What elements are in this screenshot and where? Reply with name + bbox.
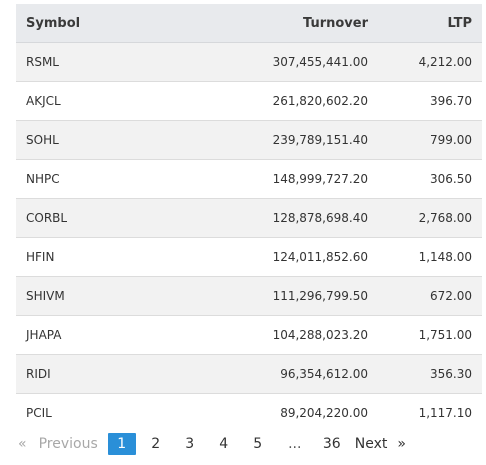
- table-row: CORBL 128,878,698.40 2,768.00: [16, 198, 482, 238]
- cell-turnover: 96,354,612.00: [156, 354, 378, 394]
- cell-symbol[interactable]: HFIN: [16, 237, 156, 277]
- double-chevron-left-icon: «: [18, 436, 27, 452]
- pagination-ellipsis: ...: [288, 436, 302, 452]
- table-row: RSML 307,455,441.00 4,212.00: [16, 42, 482, 82]
- page-button-3[interactable]: 3: [185, 436, 195, 452]
- table-row: HFIN 124,011,852.60 1,148.00: [16, 237, 482, 277]
- cell-ltp: 356.30: [378, 354, 482, 394]
- cell-symbol[interactable]: NHPC: [16, 159, 156, 199]
- page-button-1[interactable]: 1: [107, 433, 136, 455]
- cell-ltp: 1,117.10: [378, 393, 482, 432]
- next-label: Next: [354, 436, 388, 452]
- cell-symbol[interactable]: AKJCL: [16, 81, 156, 121]
- column-header-symbol[interactable]: Symbol: [16, 4, 156, 43]
- cell-ltp: 306.50: [378, 159, 482, 199]
- cell-symbol[interactable]: JHAPA: [16, 315, 156, 355]
- table-header: Symbol Turnover LTP: [16, 4, 482, 43]
- cell-symbol[interactable]: CORBL: [16, 198, 156, 238]
- cell-ltp: 672.00: [378, 276, 482, 316]
- table-row: JHAPA 104,288,023.20 1,751.00: [16, 315, 482, 355]
- cell-ltp: 1,148.00: [378, 237, 482, 277]
- cell-symbol[interactable]: SHIVM: [16, 276, 156, 316]
- table-row: PCIL 89,204,220.00 1,117.10: [16, 393, 482, 432]
- cell-turnover: 148,999,727.20: [156, 159, 378, 199]
- cell-turnover: 239,789,151.40: [156, 120, 378, 160]
- column-header-turnover[interactable]: Turnover: [156, 4, 378, 43]
- page-button-5[interactable]: 5: [253, 436, 263, 452]
- cell-symbol[interactable]: RIDI: [16, 354, 156, 394]
- table-row: SHIVM 111,296,799.50 672.00: [16, 276, 482, 316]
- next-page-button[interactable]: Next »: [352, 433, 409, 455]
- cell-turnover: 261,820,602.20: [156, 81, 378, 121]
- page-button-4[interactable]: 4: [219, 436, 229, 452]
- cell-turnover: 128,878,698.40: [156, 198, 378, 238]
- cell-symbol[interactable]: RSML: [16, 42, 156, 82]
- previous-label: Previous: [38, 436, 98, 452]
- cell-ltp: 1,751.00: [378, 315, 482, 355]
- pagination: « Previous 1 2 3 4 5 ... 36 Next »: [16, 432, 415, 456]
- cell-symbol[interactable]: SOHL: [16, 120, 156, 160]
- table-row: NHPC 148,999,727.20 306.50: [16, 159, 482, 199]
- turnover-table-container: Symbol Turnover LTP RSML 307,455,441.00 …: [16, 4, 482, 432]
- cell-ltp: 2,768.00: [378, 198, 482, 238]
- cell-turnover: 111,296,799.50: [156, 276, 378, 316]
- previous-page-button[interactable]: « Previous: [16, 433, 100, 455]
- page-button-2[interactable]: 2: [151, 436, 161, 452]
- cell-ltp: 799.00: [378, 120, 482, 160]
- cell-symbol[interactable]: PCIL: [16, 393, 156, 432]
- table-row: SOHL 239,789,151.40 799.00: [16, 120, 482, 160]
- cell-turnover: 124,011,852.60: [156, 237, 378, 277]
- cell-ltp: 396.70: [378, 81, 482, 121]
- cell-turnover: 307,455,441.00: [156, 42, 378, 82]
- cell-turnover: 104,288,023.20: [156, 315, 378, 355]
- turnover-table: Symbol Turnover LTP RSML 307,455,441.00 …: [16, 4, 482, 432]
- column-header-ltp[interactable]: LTP: [378, 4, 482, 43]
- cell-turnover: 89,204,220.00: [156, 393, 378, 432]
- table-body: RSML 307,455,441.00 4,212.00 AKJCL 261,8…: [16, 42, 482, 432]
- page-button-last[interactable]: 36: [322, 436, 341, 452]
- cell-ltp: 4,212.00: [378, 42, 482, 82]
- double-chevron-right-icon: »: [397, 436, 406, 452]
- header-row: Symbol Turnover LTP: [16, 4, 482, 43]
- table-row: AKJCL 261,820,602.20 396.70: [16, 81, 482, 121]
- table-row: RIDI 96,354,612.00 356.30: [16, 354, 482, 394]
